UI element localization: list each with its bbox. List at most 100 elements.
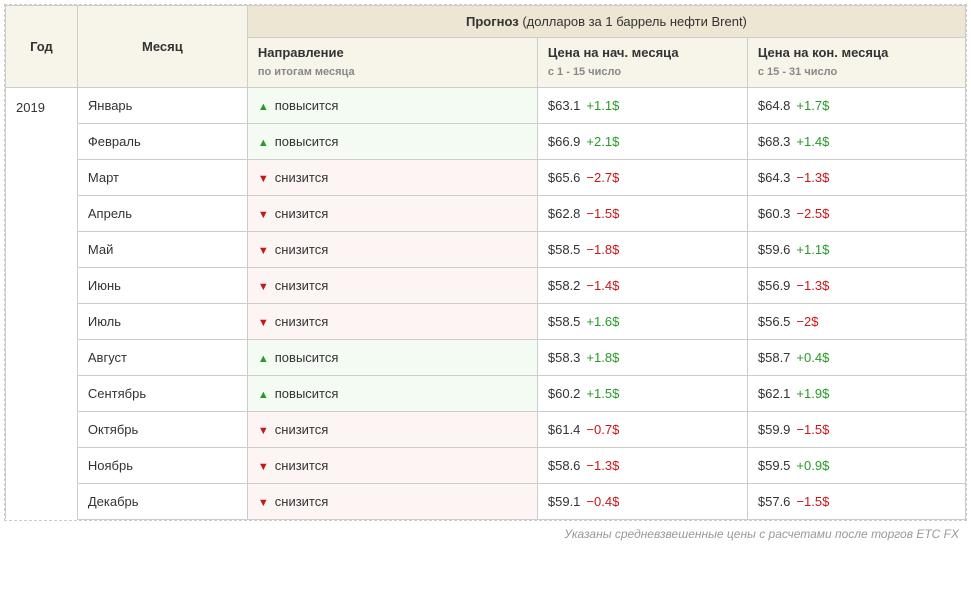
header-month: Месяц	[77, 6, 247, 88]
month-cell: Февраль	[77, 123, 247, 159]
direction-cell: ▲повысится	[247, 87, 537, 123]
triangle-up-icon: ▲	[258, 389, 269, 401]
start-price-value: $62.8	[548, 206, 581, 221]
month-cell: Июль	[77, 303, 247, 339]
direction-cell: ▼снизится	[247, 411, 537, 447]
start-price-value: $63.1	[548, 98, 581, 113]
direction-label: снизится	[275, 206, 329, 221]
header-forecast-label: Прогноз	[466, 14, 519, 29]
end-price-value: $62.1	[758, 386, 791, 401]
end-price-cell: $68.3+1.4$	[747, 123, 965, 159]
end-price-delta: +0.4$	[796, 350, 829, 365]
start-price-cell: $61.4−0.7$	[537, 411, 747, 447]
direction-cell: ▼снизится	[247, 303, 537, 339]
table-row: Август▲повысится$58.3+1.8$$58.7+0.4$	[6, 339, 966, 375]
end-price-value: $64.8	[758, 98, 791, 113]
end-price-value: $56.9	[758, 278, 791, 293]
end-price-delta: −1.5$	[796, 494, 829, 509]
end-price-delta: −1.3$	[796, 170, 829, 185]
end-price-value: $59.9	[758, 422, 791, 437]
end-price-value: $58.7	[758, 350, 791, 365]
end-price-value: $64.3	[758, 170, 791, 185]
start-price-cell: $59.1−0.4$	[537, 483, 747, 519]
header-direction-sub: по итогам месяца	[258, 66, 355, 78]
direction-label: снизится	[275, 278, 329, 293]
start-price-cell: $58.5−1.8$	[537, 231, 747, 267]
start-price-delta: +1.6$	[586, 314, 619, 329]
start-price-delta: −2.7$	[586, 170, 619, 185]
start-price-cell: $60.2+1.5$	[537, 375, 747, 411]
direction-label: повысится	[275, 134, 339, 149]
table-row: Июль▼снизится$58.5+1.6$$56.5−2$	[6, 303, 966, 339]
month-cell: Январь	[77, 87, 247, 123]
month-cell: Октябрь	[77, 411, 247, 447]
end-price-cell: $64.3 −1.3$	[747, 159, 965, 195]
triangle-up-icon: ▲	[258, 353, 269, 365]
table-body: 2019Январь▲повысится$63.1+1.1$$64.8+1.7$…	[6, 87, 966, 519]
header-end-price: Цена на кон. месяца с 15 - 31 число	[747, 38, 965, 88]
triangle-down-icon: ▼	[258, 497, 269, 509]
end-price-cell: $59.6 +1.1$	[747, 231, 965, 267]
header-start-main: Цена на нач. месяца	[548, 44, 737, 62]
year-cell: 2019	[6, 87, 78, 519]
end-price-value: $59.6	[758, 242, 791, 257]
end-price-delta: +1.7$	[796, 98, 829, 113]
start-price-delta: −1.4$	[586, 278, 619, 293]
start-price-delta: −1.3$	[586, 458, 619, 473]
start-price-cell: $66.9 +2.1$	[537, 123, 747, 159]
table-row: Декабрь ▼ снизится $59.1−0.4$ $57.6 −1.5$	[6, 483, 966, 519]
start-price-value: $58.3	[548, 350, 581, 365]
month-cell: Апрель	[77, 195, 247, 231]
header-forecast-unit: (долларов за 1 баррель нефти Brent)	[522, 14, 747, 29]
direction-cell: ▼ снизится	[247, 195, 537, 231]
table-row: 2019Январь▲повысится$63.1+1.1$$64.8+1.7$	[6, 87, 966, 123]
month-cell: Декабрь	[77, 483, 247, 519]
end-price-value: $60.3	[758, 206, 791, 221]
table-row: Май ▼ снизится $58.5−1.8$ $59.6 +1.1$	[6, 231, 966, 267]
direction-cell: ▼ снизится	[247, 231, 537, 267]
footnote: Указаны средневзвешенные цены с расчетам…	[4, 521, 967, 543]
triangle-down-icon: ▼	[258, 173, 269, 185]
header-end-main: Цена на кон. месяца	[758, 44, 955, 62]
month-cell: Март	[77, 159, 247, 195]
forecast-table-container: Год Месяц Прогноз (долларов за 1 баррель…	[4, 4, 967, 521]
end-price-cell: $62.1+1.9$	[747, 375, 965, 411]
triangle-down-icon: ▼	[258, 425, 269, 437]
header-year: Год	[6, 6, 78, 88]
start-price-delta: −0.7$	[586, 422, 619, 437]
direction-label: снизится	[275, 494, 329, 509]
header-start-sub: с 1 - 15 число	[548, 66, 621, 78]
end-price-delta: −1.3$	[796, 278, 829, 293]
start-price-value: $66.9	[548, 134, 581, 149]
table-row: Октябрь▼снизится$61.4−0.7$$59.9−1.5$	[6, 411, 966, 447]
direction-cell: ▼ снизится	[247, 159, 537, 195]
table-row: Сентябрь▲повысится$60.2+1.5$$62.1+1.9$	[6, 375, 966, 411]
month-cell: Май	[77, 231, 247, 267]
header-end-sub: с 15 - 31 число	[758, 66, 837, 78]
end-price-delta: +1.1$	[796, 242, 829, 257]
start-price-delta: +2.1$	[586, 134, 619, 149]
triangle-down-icon: ▼	[258, 209, 269, 221]
end-price-value: $59.5	[758, 458, 791, 473]
end-price-value: $56.5	[758, 314, 791, 329]
table-row: Ноябрь▼снизится$58.6−1.3$$59.5+0.9$	[6, 447, 966, 483]
direction-label: снизится	[275, 242, 329, 257]
triangle-down-icon: ▼	[258, 245, 269, 257]
header-direction-main: Направление	[258, 44, 527, 62]
start-price-value: $58.2	[548, 278, 581, 293]
start-price-delta: −1.8$	[586, 242, 619, 257]
header-start-price: Цена на нач. месяца с 1 - 15 число	[537, 38, 747, 88]
month-cell: Июнь	[77, 267, 247, 303]
start-price-delta: −0.4$	[586, 494, 619, 509]
start-price-cell: $65.6−2.7$	[537, 159, 747, 195]
end-price-value: $57.6	[758, 494, 791, 509]
direction-label: снизится	[275, 170, 329, 185]
end-price-cell: $58.7 +0.4$	[747, 339, 965, 375]
triangle-down-icon: ▼	[258, 281, 269, 293]
triangle-up-icon: ▲	[258, 137, 269, 149]
header-direction: Направление по итогам месяца	[247, 38, 537, 88]
table-row: Июнь ▼ снизится $58.2 −1.4$ $56.9 −1.3$	[6, 267, 966, 303]
start-price-value: $58.6	[548, 458, 581, 473]
end-price-cell: $59.5+0.9$	[747, 447, 965, 483]
end-price-cell: $60.3−2.5$	[747, 195, 965, 231]
